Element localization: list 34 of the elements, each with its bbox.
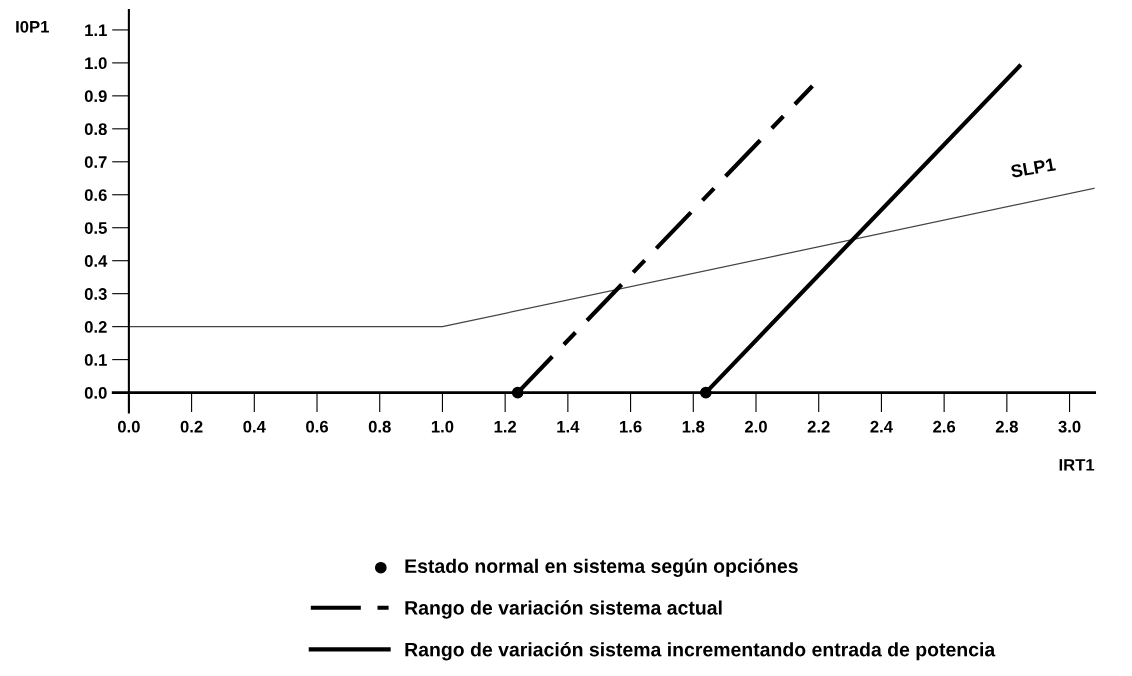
y-tick-label: 0.3 xyxy=(84,288,107,300)
legend-label: Rango de variación sistema incrementando entrada de potencia xyxy=(405,642,996,661)
x-tick-label: 2.0 xyxy=(744,420,767,433)
x-axis-title: IRT1 xyxy=(1059,459,1095,471)
y-tick-label: 0.6 xyxy=(84,189,107,201)
x-tick-label: 1.6 xyxy=(620,420,642,433)
x-tick-label: 1.4 xyxy=(557,420,580,433)
x-tick-label: 2.6 xyxy=(933,420,956,433)
x-tick-label: 0.4 xyxy=(243,420,266,433)
x-tick-label: 0.0 xyxy=(117,420,140,433)
y-tick-label: 1.0 xyxy=(85,57,107,70)
x-tick-label: 2.4 xyxy=(870,420,893,433)
y-tick-label: 0.4 xyxy=(84,255,108,267)
y-tick-label: 0.8 xyxy=(84,123,107,136)
y-tick-label: 0.2 xyxy=(84,321,107,333)
y-tick-label: 0.1 xyxy=(84,354,107,366)
x-tick-label: 1.2 xyxy=(494,420,517,433)
y-tick-label: 0.7 xyxy=(84,156,107,168)
annotation: SLP1 xyxy=(1010,157,1056,178)
x-tick-label: 0.2 xyxy=(180,420,203,433)
x-tick-label: 0.6 xyxy=(306,420,328,433)
y-tick-label: 0.9 xyxy=(84,90,107,103)
x-tick-label: 1.8 xyxy=(682,420,705,433)
x-tick-label: 3.0 xyxy=(1058,420,1081,433)
y-tick-label: 0.5 xyxy=(84,222,107,234)
y-axis-title: I0P1 xyxy=(16,20,49,33)
x-tick-label: 0.8 xyxy=(368,420,391,433)
y-tick-label: 1.1 xyxy=(85,24,107,36)
y-tick-label: 0.0 xyxy=(84,386,107,399)
legend-label: Estado normal en sistema según opciónes xyxy=(405,558,798,577)
x-tick-label: 1.0 xyxy=(431,420,454,433)
x-tick-label: 2.8 xyxy=(995,420,1018,433)
x-tick-label: 2.2 xyxy=(807,420,830,433)
legend-label: Rango de variación sistema actual xyxy=(405,600,722,619)
